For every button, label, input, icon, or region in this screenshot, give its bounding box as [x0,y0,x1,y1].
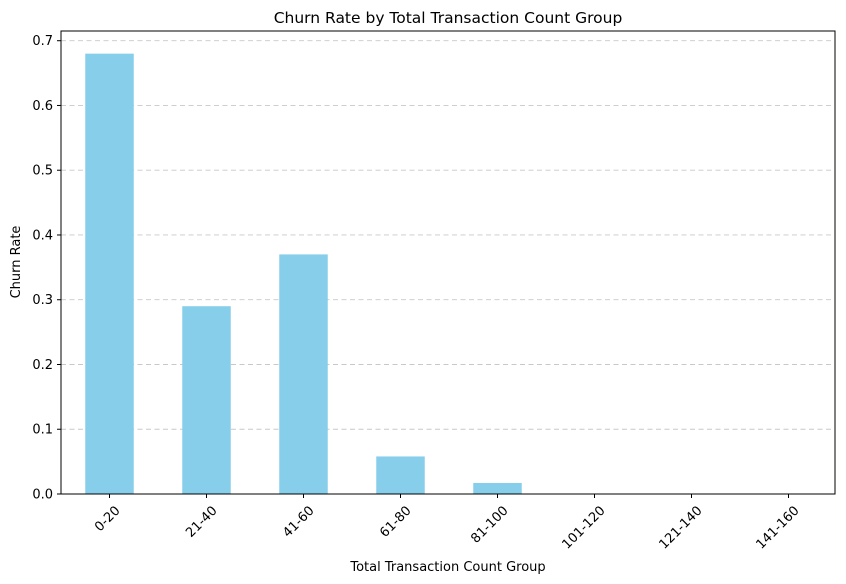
gridlines [61,40,835,495]
bar-81-100 [473,482,522,494]
bar-21-40 [182,306,231,494]
x-tick-label: 141-160 [754,503,803,552]
x-tick-label: 61-80 [377,503,414,540]
bar-41-60 [279,254,328,494]
bar-0-20 [85,53,134,494]
bar-61-80 [376,456,425,494]
y-tick-label: 0.0 [32,488,53,503]
y-tick-label: 0.7 [32,34,53,49]
x-axis-ticks: 0-20 21-40 41-60 61-80 81-100 101-120 121-140 1… [92,494,803,552]
x-axis-label: Total Transaction Count Group [349,560,545,575]
y-tick-label: 0.4 [32,228,53,243]
y-axis-ticks: 0.0 0.1 0.2 0.3 0.4 0.5 0.6 0.7 [32,34,61,503]
x-tick-label: 41-60 [280,503,317,540]
x-tick-label: 0-20 [92,503,123,534]
y-tick-label: 0.6 [32,99,53,114]
x-tick-label: 21-40 [183,503,220,540]
x-tick-label: 81-100 [468,503,511,546]
y-axis-label: Churn Rate [9,226,24,299]
plot-frame [60,30,836,495]
y-tick-label: 0.1 [32,423,53,438]
x-tick-label: 101-120 [560,503,609,552]
bars [85,53,522,494]
chart-title: Churn Rate by Total Transaction Count Gr… [274,9,623,27]
x-tick-label: 121-140 [657,503,706,552]
y-tick-label: 0.2 [32,358,53,373]
y-tick-label: 0.5 [32,164,53,179]
y-tick-label: 0.3 [32,293,53,308]
